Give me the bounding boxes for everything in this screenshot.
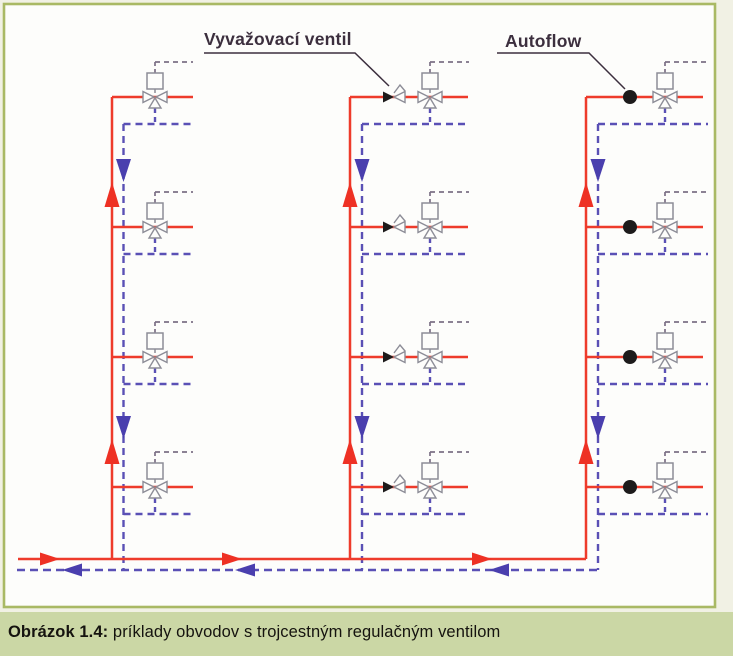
valve-actuator-box	[421, 72, 439, 90]
three-way-valve-bottom-port	[422, 96, 438, 109]
three-way-valve-bottom-port	[147, 486, 163, 499]
supply-flow-arrow-right	[40, 552, 60, 566]
balancing-valve-handle	[393, 213, 406, 224]
autoflow-regulator-dot	[623, 350, 637, 364]
three-way-valve-bottom-port	[422, 486, 438, 499]
balancing-valve-outline	[392, 220, 406, 234]
valve-actuator-box	[656, 462, 674, 480]
three-way-valve-bottom-port	[147, 356, 163, 369]
three-way-valve-bottom-port	[147, 226, 163, 239]
three-way-valve-right-port	[664, 220, 678, 234]
balancing-valve-outline	[392, 350, 406, 364]
balancing-valve-label-pointer-line	[204, 52, 390, 87]
return-flow-arrow-down	[354, 416, 370, 439]
valve-actuator-box	[146, 462, 164, 480]
valve-actuator-box	[146, 202, 164, 220]
three-way-valve-left-port	[652, 480, 666, 494]
figure-frame-border	[2, 2, 717, 609]
autoflow-label-pointer-line	[497, 52, 626, 90]
valve-actuator-box	[656, 202, 674, 220]
balancing-valve-handle	[393, 343, 406, 354]
three-way-valve-bottom-port	[422, 226, 438, 239]
three-way-valve-left-port	[142, 480, 156, 494]
three-way-valve-right-port	[429, 350, 443, 364]
valve-actuator-box	[146, 72, 164, 90]
autoflow-regulator-dot	[623, 90, 637, 104]
three-way-valve-right-port	[154, 220, 168, 234]
valve-actuator-box	[421, 332, 439, 350]
valve-actuator-box	[421, 462, 439, 480]
figure-caption: Obrázok 1.4: príklady obvodov s trojcest…	[0, 612, 733, 656]
three-way-valve-left-port	[142, 350, 156, 364]
balancing-valve-handle	[393, 83, 406, 94]
figure-caption-text: príklady obvodov s trojcestným regulačný…	[108, 623, 501, 641]
return-flow-arrow-down	[354, 159, 370, 182]
three-way-valve-left-port	[142, 220, 156, 234]
three-way-valve-bottom-port	[422, 356, 438, 369]
supply-flow-arrow-up	[342, 182, 358, 207]
supply-flow-arrow-up	[578, 439, 594, 464]
three-way-valve-bottom-port	[657, 226, 673, 239]
three-way-valve-left-port	[417, 480, 431, 494]
balancing-valve-body	[383, 351, 394, 363]
supply-flow-arrow-right	[222, 552, 242, 566]
supply-flow-arrow-up	[104, 182, 120, 207]
return-flow-arrow-down	[590, 159, 606, 182]
three-way-valve-bottom-port	[657, 96, 673, 109]
three-way-valve-right-port	[664, 90, 678, 104]
return-flow-arrow-down	[116, 159, 131, 182]
autoflow-regulator-dot	[623, 220, 637, 234]
three-way-valve-left-port	[142, 90, 156, 104]
three-way-valve-right-port	[154, 480, 168, 494]
supply-flow-arrow-up	[342, 439, 358, 464]
three-way-valve-right-port	[664, 350, 678, 364]
three-way-valve-bottom-port	[657, 356, 673, 369]
three-way-valve-right-port	[429, 90, 443, 104]
three-way-valve-left-port	[652, 90, 666, 104]
balancing-valve-body	[383, 221, 394, 233]
three-way-valve-left-port	[652, 350, 666, 364]
three-way-valve-right-port	[154, 350, 168, 364]
three-way-valve-bottom-port	[147, 96, 163, 109]
autoflow-label: Autoflow	[505, 31, 582, 51]
balancing-valve-handle	[393, 473, 406, 484]
supply-flow-arrow-up	[104, 439, 120, 464]
return-flow-arrow-down	[590, 416, 606, 439]
three-way-valve-left-port	[417, 90, 431, 104]
three-way-valve-right-port	[154, 90, 168, 104]
supply-flow-arrow-up	[578, 182, 594, 207]
balancing-valve-label: Vyvažovací ventil	[204, 29, 352, 49]
autoflow-regulator-dot	[623, 480, 637, 494]
valve-actuator-box	[146, 332, 164, 350]
three-way-valve-left-port	[652, 220, 666, 234]
balancing-valve-outline	[392, 480, 406, 494]
three-way-valve-right-port	[429, 480, 443, 494]
balancing-valve-outline	[392, 90, 406, 104]
balancing-valve-body	[383, 481, 394, 493]
three-way-valve-right-port	[664, 480, 678, 494]
balancing-valve-body	[383, 91, 394, 103]
three-way-valve-right-port	[429, 220, 443, 234]
return-flow-arrow-left	[235, 563, 255, 577]
return-flow-arrow-left	[489, 563, 509, 577]
return-flow-arrow-down	[116, 416, 131, 439]
three-way-valve-left-port	[417, 350, 431, 364]
three-way-valve-bottom-port	[657, 486, 673, 499]
hydronic-circuit-schematic: Vyvažovací ventil Autoflow	[2, 2, 717, 609]
supply-flow-arrow-right	[472, 552, 492, 566]
valve-actuator-box	[421, 202, 439, 220]
figure-caption-number: Obrázok 1.4:	[8, 623, 109, 641]
return-flow-arrow-left	[62, 563, 82, 577]
three-way-valve-left-port	[417, 220, 431, 234]
valve-actuator-box	[656, 72, 674, 90]
valve-actuator-box	[656, 332, 674, 350]
